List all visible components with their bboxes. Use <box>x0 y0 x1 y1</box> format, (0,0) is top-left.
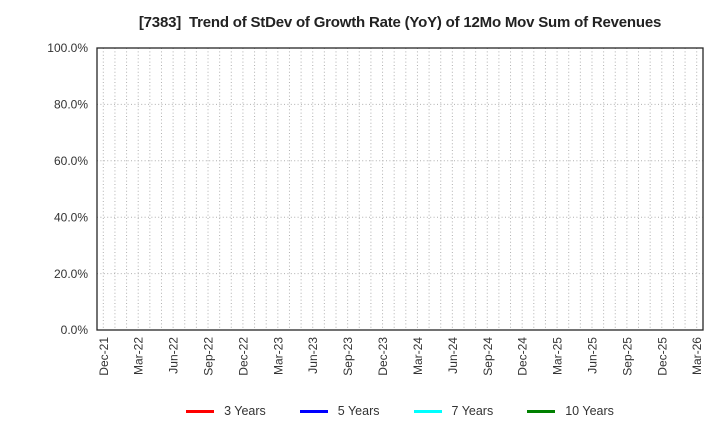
x-axis-tick-label: Jun-23 <box>306 337 320 374</box>
legend-item-7-years: 7 Years <box>413 404 494 418</box>
x-axis-tick-label: Sep-24 <box>481 337 495 376</box>
y-axis-tick-label: 20.0% <box>54 267 88 281</box>
legend-item-5-years: 5 Years <box>299 404 380 418</box>
y-axis-tick-label: 40.0% <box>54 210 88 224</box>
x-axis-tick-label: Mar-22 <box>132 337 146 375</box>
y-axis-tick-label: 80.0% <box>54 98 88 112</box>
x-axis-tick-label: Sep-23 <box>341 337 355 376</box>
legend-line-swatch <box>299 409 328 413</box>
x-axis-tick-label: Dec-21 <box>97 337 111 376</box>
chart-title: [7383] Trend of StDev of Growth Rate (Yo… <box>138 14 662 31</box>
legend-item-3-years: 3 Years <box>186 404 266 418</box>
legend: 3 Years 5 Years 7 Years 10 Years <box>97 404 703 418</box>
x-axis-tick-label: Jun-22 <box>167 337 181 374</box>
x-axis-tick-label: Jun-24 <box>446 337 460 374</box>
x-axis-tick-label: Sep-25 <box>620 337 634 376</box>
x-axis-tick-label: Mar-25 <box>551 337 565 375</box>
legend-line-swatch <box>527 409 556 413</box>
x-axis-tick-label: Mar-24 <box>411 337 425 375</box>
plot-border <box>96 47 704 331</box>
y-axis-tick-label: 60.0% <box>54 154 88 168</box>
legend-label: 10 Years <box>565 404 614 418</box>
x-axis-tick-label: Dec-25 <box>655 337 669 376</box>
x-axis-tick-label: Sep-22 <box>202 337 216 376</box>
legend-item-10-years: 10 Years <box>527 404 614 418</box>
x-axis-tick-label: Mar-23 <box>271 337 285 375</box>
x-axis-tick-label: Jun-25 <box>585 337 599 374</box>
legend-label: 7 Years <box>451 404 494 418</box>
legend-label: 5 Years <box>337 404 380 418</box>
x-axis-tick-label: Dec-22 <box>236 337 250 376</box>
x-axis-tick-label: Mar-26 <box>690 337 704 375</box>
legend-line-swatch <box>186 409 215 413</box>
legend-line-swatch <box>413 409 442 413</box>
x-axis-tick-label: Dec-23 <box>376 337 390 376</box>
y-axis-tick-label: 100.0% <box>47 41 88 55</box>
legend-label: 3 Years <box>224 404 266 418</box>
y-axis-tick-label: 0.0% <box>61 323 89 337</box>
x-axis-tick-label: Dec-24 <box>516 337 530 376</box>
